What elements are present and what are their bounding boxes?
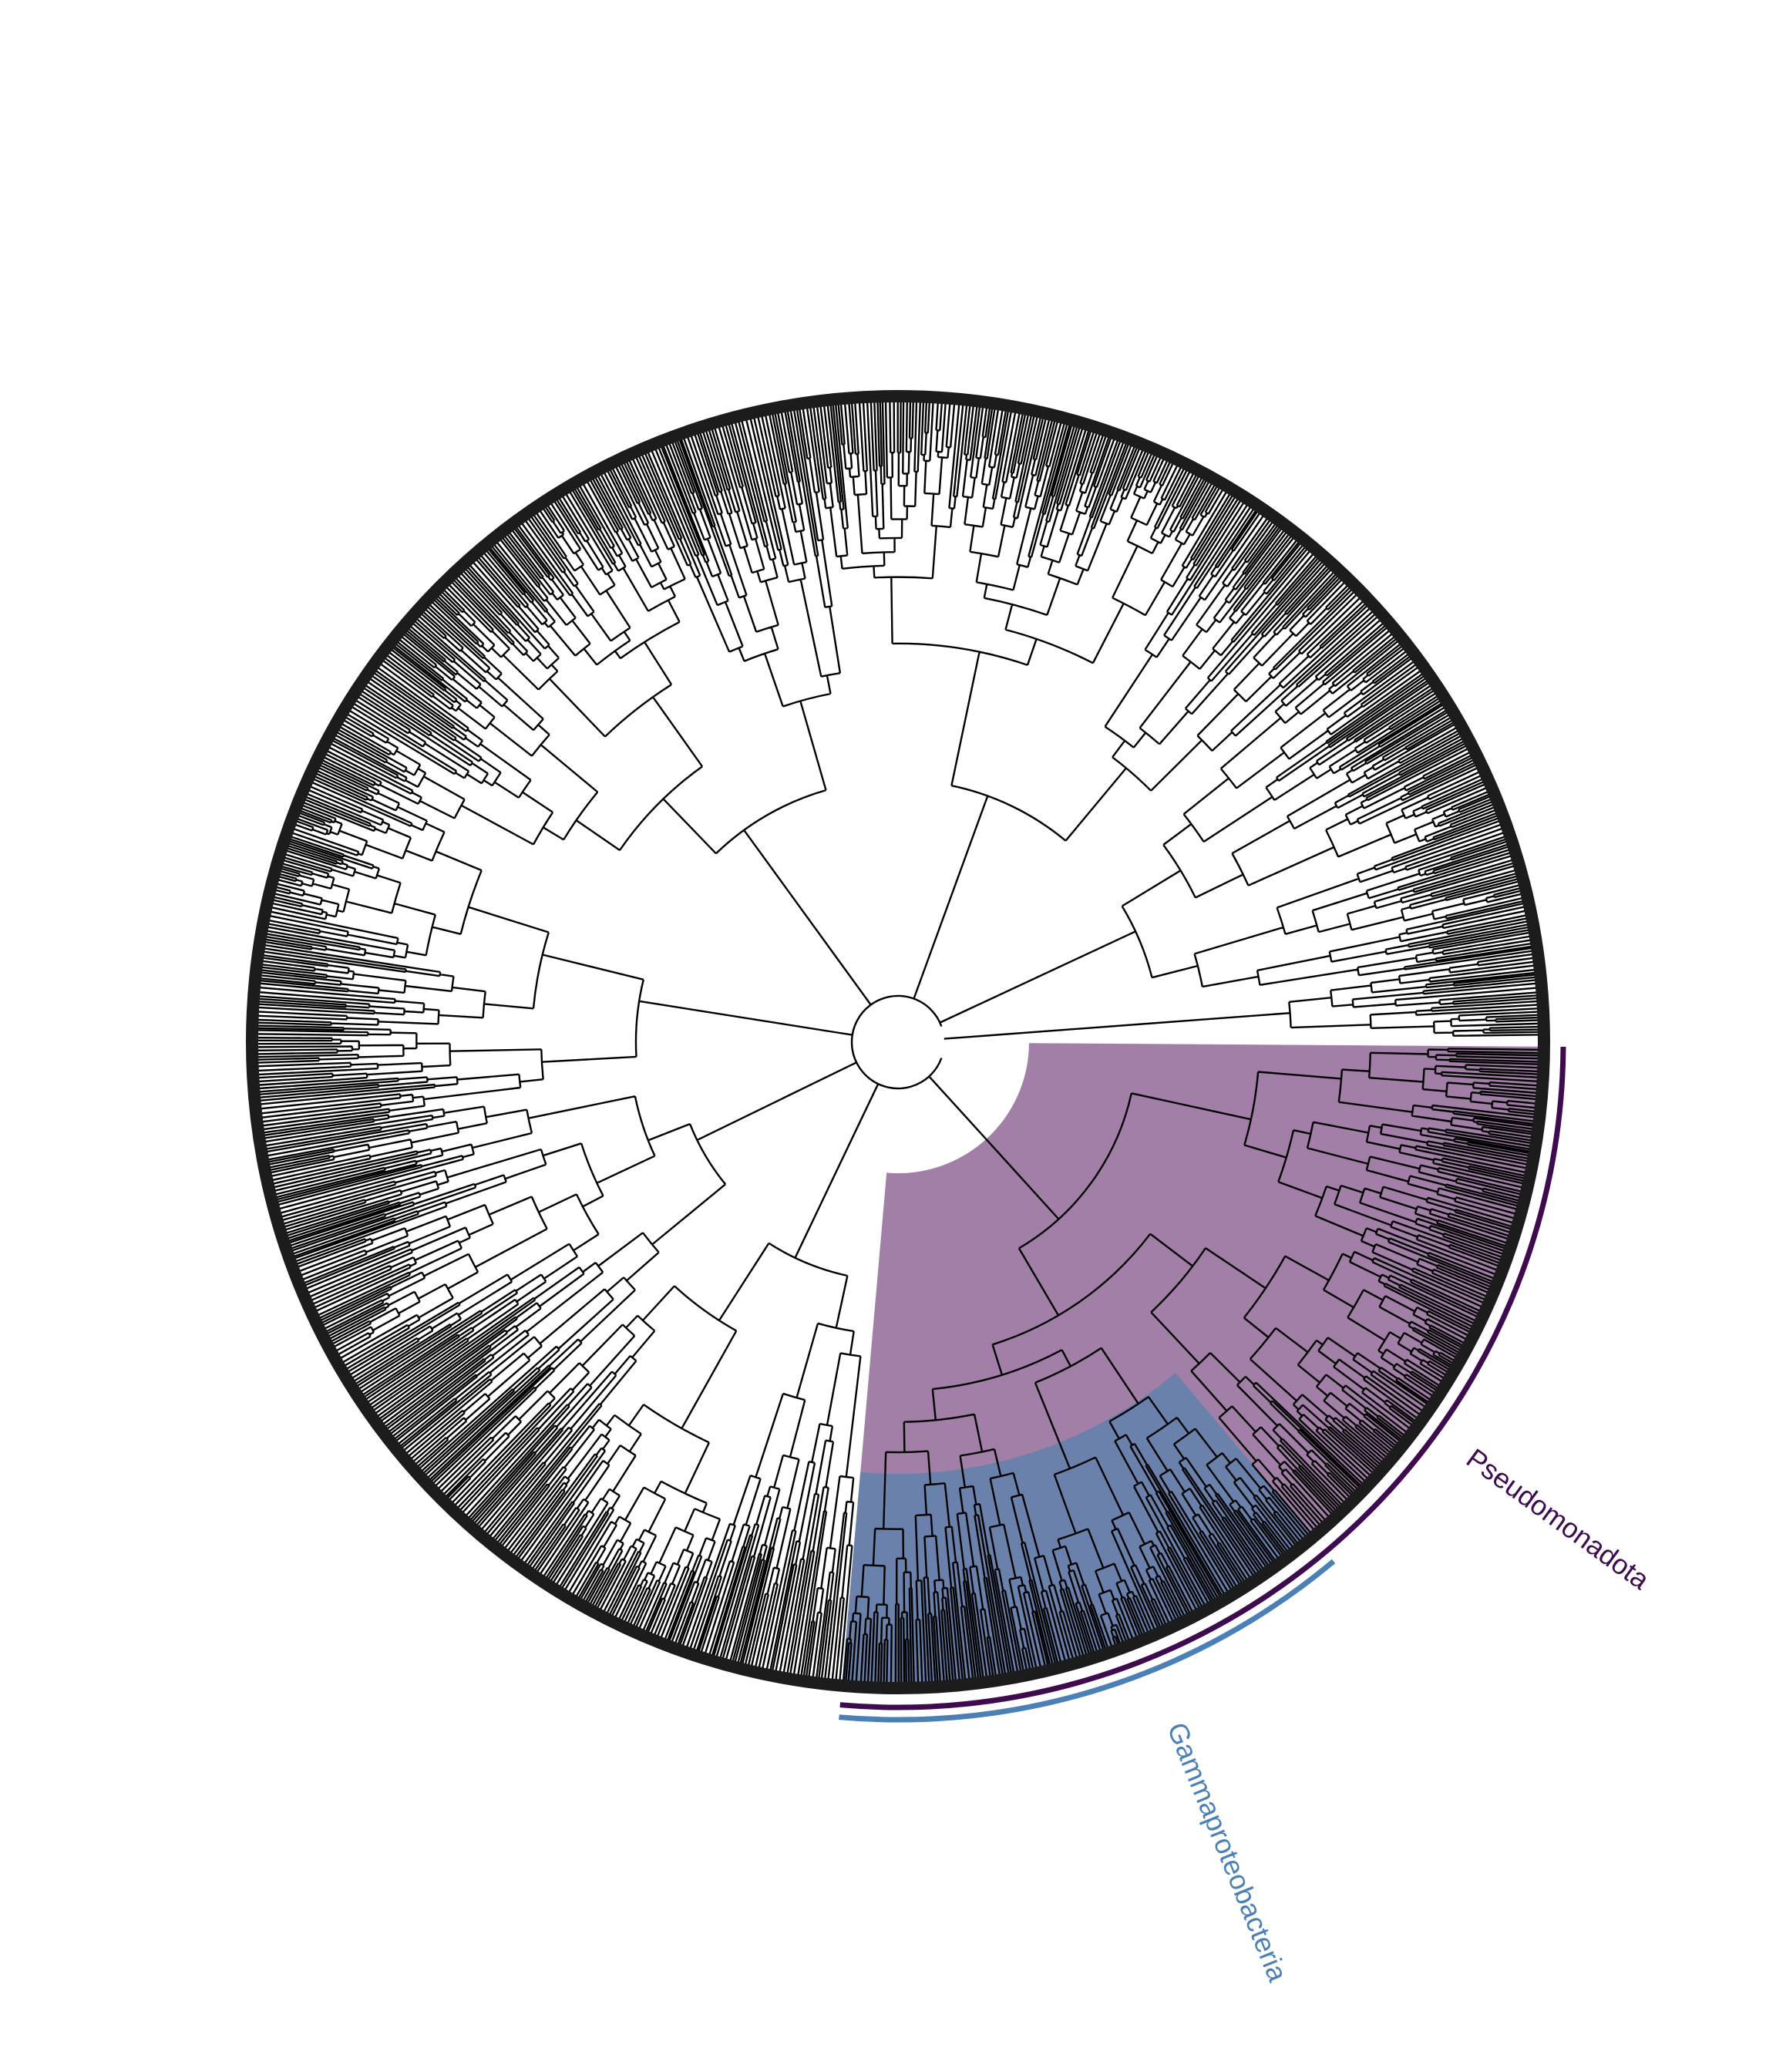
branch-group xyxy=(850,994,1549,1376)
pseudomonadota-label: Pseudomonadota xyxy=(1461,1442,1656,1596)
pseudomonadota-bar xyxy=(839,1046,1566,1710)
tip-ring xyxy=(246,390,1550,1694)
tip-ring-band xyxy=(246,390,1550,1694)
branch-group xyxy=(364,1061,857,1630)
branch-group xyxy=(1288,951,1549,1037)
branch-group xyxy=(518,395,1127,1000)
branch-group xyxy=(308,514,872,1006)
branch-group xyxy=(616,1083,933,1694)
tree-branches xyxy=(246,390,1549,1694)
gammaproteobacteria-label: Gammaproteobacteria xyxy=(1161,1718,1294,1986)
branch-group xyxy=(939,442,1415,1024)
branch-group xyxy=(248,954,853,1415)
branch-group xyxy=(931,1327,1466,1594)
branch-group xyxy=(246,765,550,1087)
gammaproteobacteria-bar xyxy=(839,1559,1336,1723)
branch-group xyxy=(944,647,1543,1040)
branch-group xyxy=(826,390,1166,664)
clade-bars xyxy=(839,1046,1566,1723)
branch-group xyxy=(883,1413,1243,1693)
